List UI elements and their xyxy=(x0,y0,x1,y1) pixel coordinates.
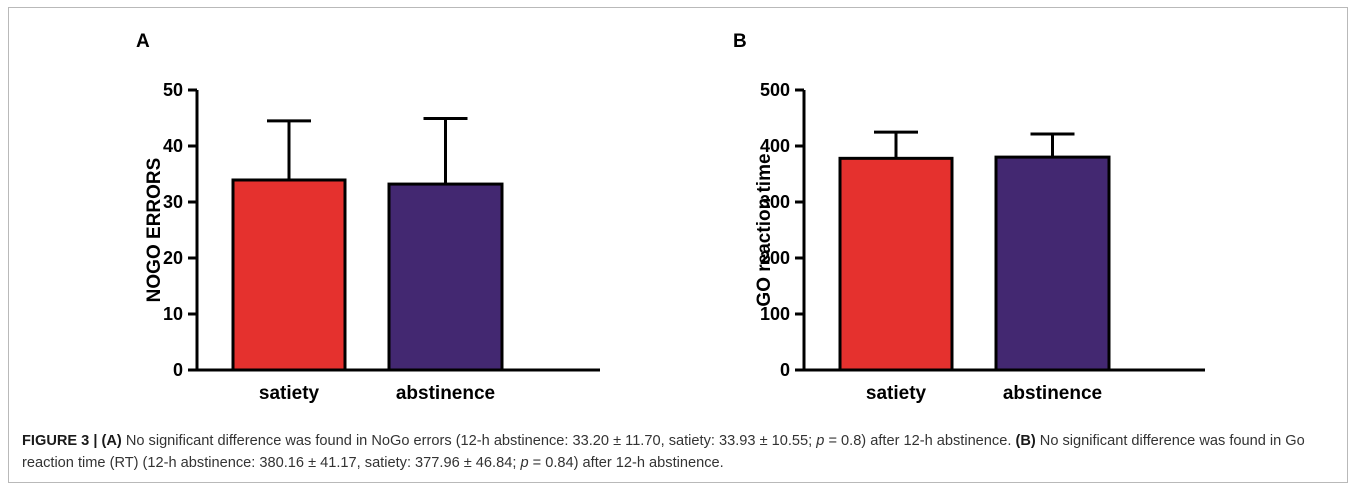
caption-p-symbol-2: p xyxy=(520,455,529,471)
caption-p-symbol: p xyxy=(816,433,825,449)
y-tick-label: 40 xyxy=(163,136,183,156)
caption-b-text-1: No significant difference was found in G… xyxy=(22,433,1305,471)
figure-caption: FIGURE 3 | (A) No significant difference… xyxy=(22,430,1338,474)
y-tick-label: 300 xyxy=(760,192,790,212)
y-tick-label: 200 xyxy=(760,248,790,268)
y-tick-label: 0 xyxy=(173,360,183,380)
bar-satiety xyxy=(231,178,347,372)
x-tick-label: abstinence xyxy=(1003,383,1102,404)
y-tick-label: 400 xyxy=(760,136,790,156)
y-tick-label: 500 xyxy=(760,80,790,100)
x-tick-label: satiety xyxy=(259,383,320,404)
figure-frame xyxy=(8,7,1348,483)
y-tick-label: 10 xyxy=(163,304,183,324)
bar-abstinence xyxy=(387,182,504,372)
caption-lead: FIGURE 3 | (A) xyxy=(22,433,122,449)
y-tick-label: 100 xyxy=(760,304,790,324)
y-tick-label: 0 xyxy=(780,360,790,380)
panel-letter: B xyxy=(733,31,747,52)
bar-satiety xyxy=(838,156,954,372)
caption-a-text-1: No significant difference was found in N… xyxy=(121,433,817,449)
y-tick-label: 30 xyxy=(163,192,183,212)
caption-b-label: (B) xyxy=(1015,433,1036,449)
y-tick-label: 50 xyxy=(163,80,183,100)
bar-abstinence xyxy=(994,155,1111,372)
caption-a-text-2: = 0.8) after 12-h abstinence. xyxy=(824,433,1016,449)
x-tick-label: satiety xyxy=(866,383,927,404)
y-axis-title: NOGO ERRORS xyxy=(144,158,165,303)
panel-letter: A xyxy=(136,31,150,52)
x-tick-label: abstinence xyxy=(396,383,495,404)
caption-b-text-2: = 0.84) after 12-h abstinence. xyxy=(528,455,724,471)
y-axis-title: GO reaction time xyxy=(754,153,775,306)
y-tick-label: 20 xyxy=(163,248,183,268)
